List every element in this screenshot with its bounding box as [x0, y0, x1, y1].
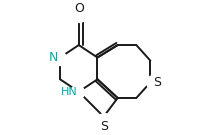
Text: S: S	[153, 76, 162, 89]
Text: O: O	[74, 2, 84, 16]
Text: HN: HN	[60, 87, 77, 97]
Text: N: N	[49, 51, 59, 64]
Text: S: S	[100, 120, 108, 133]
